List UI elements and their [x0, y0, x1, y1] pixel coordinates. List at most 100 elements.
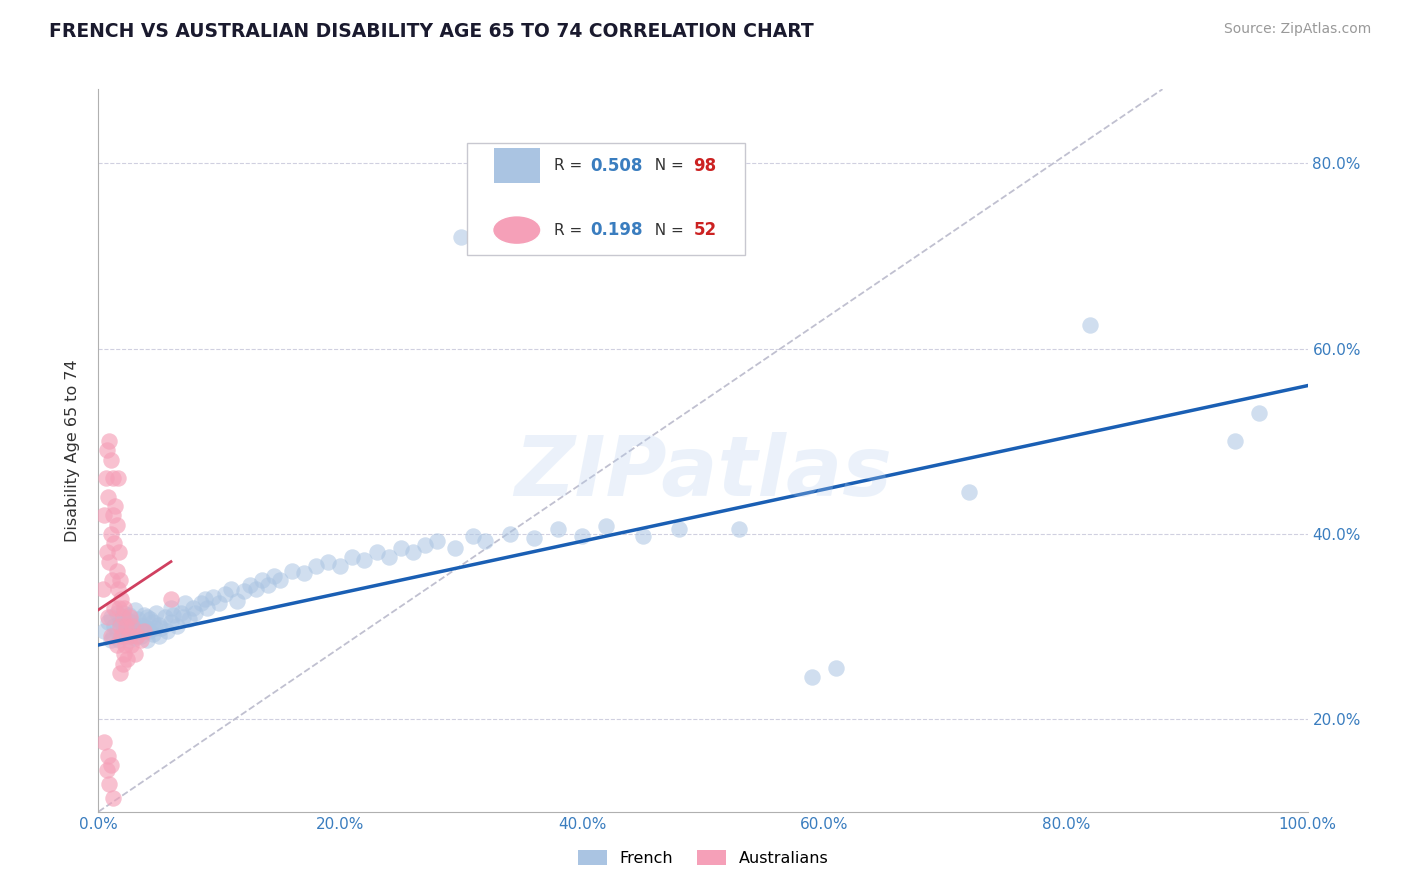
Point — [226, 593, 249, 607]
Point — [202, 590, 225, 604]
Point — [156, 624, 179, 639]
Point — [181, 601, 204, 615]
Point — [135, 633, 157, 648]
Point — [366, 545, 388, 559]
Point — [474, 534, 496, 549]
Point — [110, 629, 132, 643]
Point — [103, 536, 125, 550]
Point — [111, 629, 134, 643]
Point — [194, 591, 217, 606]
Point — [111, 657, 134, 671]
Point — [108, 615, 131, 629]
Point — [103, 619, 125, 633]
Text: Source: ZipAtlas.com: Source: ZipAtlas.com — [1223, 22, 1371, 37]
Y-axis label: Disability Age 65 to 74: Disability Age 65 to 74 — [65, 359, 80, 541]
Point — [129, 633, 152, 648]
Point — [825, 661, 848, 675]
Point — [93, 735, 115, 749]
Point — [571, 529, 593, 543]
Point — [269, 573, 291, 587]
Point — [174, 596, 197, 610]
Point — [107, 471, 129, 485]
Point — [221, 582, 243, 597]
Point — [166, 619, 188, 633]
Point — [97, 615, 120, 629]
Point — [1223, 434, 1246, 449]
Point — [256, 578, 278, 592]
Point — [118, 621, 141, 635]
Point — [98, 434, 121, 449]
Point — [118, 633, 141, 648]
Point — [127, 629, 149, 643]
Point — [103, 601, 125, 615]
Text: 52: 52 — [693, 221, 717, 239]
Point — [124, 631, 146, 645]
Point — [179, 612, 201, 626]
Text: N =: N = — [645, 223, 689, 237]
Point — [135, 621, 157, 635]
Text: N =: N = — [645, 158, 689, 173]
Point — [121, 619, 143, 633]
Point — [111, 619, 134, 633]
Point — [463, 529, 485, 543]
Point — [98, 777, 121, 791]
Point — [728, 522, 751, 536]
Point — [96, 443, 118, 458]
Point — [190, 596, 212, 610]
Point — [97, 749, 120, 764]
Point — [100, 573, 122, 587]
Point — [127, 624, 149, 639]
Point — [96, 763, 118, 777]
Point — [100, 452, 122, 467]
Point — [124, 647, 146, 661]
Text: R =: R = — [554, 158, 588, 173]
Text: 98: 98 — [693, 157, 717, 175]
Point — [232, 584, 254, 599]
Point — [96, 545, 118, 559]
Point — [316, 555, 339, 569]
Point — [101, 629, 124, 643]
Point — [342, 549, 364, 564]
Point — [263, 568, 285, 582]
Point — [101, 471, 124, 485]
Point — [134, 624, 156, 639]
Point — [93, 508, 115, 523]
Point — [118, 610, 141, 624]
Point — [150, 621, 173, 635]
Point — [444, 541, 467, 555]
Text: ZIPatlas: ZIPatlas — [515, 432, 891, 513]
Point — [145, 606, 167, 620]
Point — [184, 606, 207, 620]
Point — [389, 541, 412, 555]
Point — [105, 517, 128, 532]
Point — [107, 582, 129, 597]
Point — [124, 603, 146, 617]
Point — [292, 566, 315, 580]
Point — [108, 665, 131, 680]
Point — [162, 608, 184, 623]
Point — [250, 573, 273, 587]
Point — [111, 606, 134, 620]
Point — [692, 819, 714, 833]
Point — [305, 559, 328, 574]
Point — [105, 606, 128, 620]
Point — [120, 627, 142, 641]
Point — [195, 601, 218, 615]
Point — [957, 485, 980, 500]
Point — [94, 471, 117, 485]
Point — [120, 638, 142, 652]
Point — [101, 508, 124, 523]
Point — [214, 587, 236, 601]
Point — [148, 617, 170, 632]
Point — [498, 526, 520, 541]
Point — [97, 490, 120, 504]
Point — [143, 621, 166, 635]
Point — [100, 610, 122, 624]
Point — [114, 638, 136, 652]
Point — [208, 596, 231, 610]
Point — [800, 670, 823, 684]
Point — [104, 499, 127, 513]
Point — [160, 591, 183, 606]
Text: FRENCH VS AUSTRALIAN DISABILITY AGE 65 TO 74 CORRELATION CHART: FRENCH VS AUSTRALIAN DISABILITY AGE 65 T… — [49, 22, 814, 41]
Bar — [494, 148, 540, 183]
